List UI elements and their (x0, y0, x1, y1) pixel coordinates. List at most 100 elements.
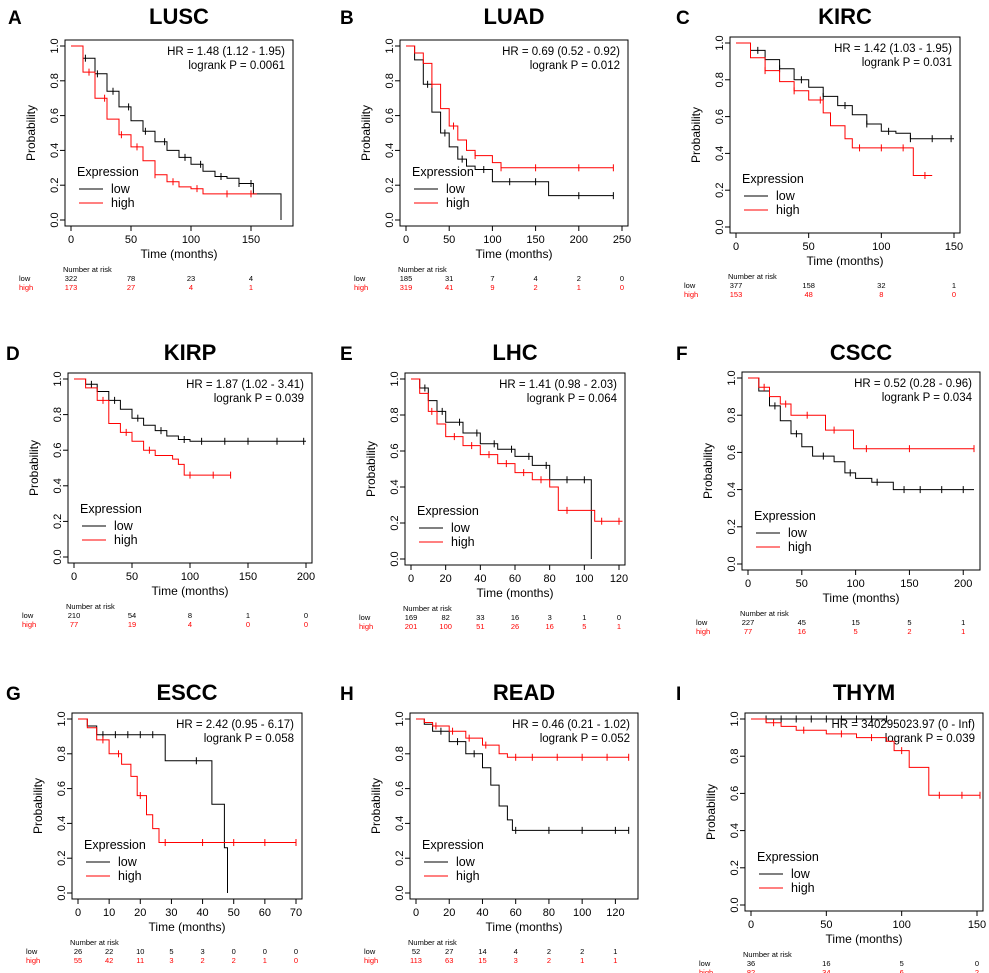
legend-label-low: low (776, 189, 796, 203)
x-tick-label: 60 (509, 573, 521, 585)
risk-count-high: 15 (478, 956, 486, 965)
risk-row-label-low: low (19, 274, 31, 283)
panel-e: E LHC 0.0 0.2 0.4 0.6 0.8 1.0 Probability 0 20 40 60… (340, 340, 628, 631)
y-tick-label: 0.2 (726, 519, 738, 534)
legend-label-low: low (451, 521, 471, 535)
survival-curve-high (78, 718, 296, 843)
risk-count-high: 34 (822, 968, 830, 973)
hazard-ratio-text: HR = 0.69 (0.52 - 0.92) (502, 46, 620, 58)
panel-a: A LUSC 0.0 0.2 0.4 0.6 0.8 1.0 Probability 0 50 100… (8, 4, 294, 292)
y-tick-label: 1.0 (49, 38, 61, 53)
survival-curve-low (78, 718, 228, 893)
y-tick-label: 0.8 (389, 407, 401, 422)
y-tick-label: 0.8 (52, 407, 64, 422)
x-axis-label: Time (months) (807, 254, 884, 268)
x-tick-label: 100 (182, 234, 200, 246)
hazard-ratio-text: HR = 1.41 (0.98 - 2.03) (499, 379, 617, 391)
x-tick-label: 200 (954, 578, 972, 590)
y-tick-label: 0.0 (384, 212, 396, 227)
y-axis-label: Probability (359, 105, 373, 161)
panel-title: KIRP (164, 340, 217, 365)
hazard-ratio-text: HR = 2.42 (0.95 - 6.17) (176, 719, 294, 731)
legend-title: Expression (412, 165, 474, 179)
risk-count-low: 3 (548, 613, 552, 622)
y-tick-label: 0.4 (389, 479, 401, 494)
survival-curve-high (74, 378, 231, 476)
y-tick-label: 0.4 (394, 816, 406, 831)
x-tick-label: 0 (75, 907, 81, 919)
x-tick-label: 0 (408, 573, 414, 585)
hazard-ratio-text: HR = 1.87 (1.02 - 3.41) (186, 379, 304, 391)
x-tick-label: 50 (125, 234, 137, 246)
y-tick-label: 0.6 (52, 443, 64, 458)
risk-count-high: 2 (907, 627, 911, 636)
risk-count-low: 5 (907, 618, 911, 627)
panel-title: LUSC (149, 4, 209, 29)
risk-count-high: 82 (747, 968, 755, 973)
risk-count-high: 153 (730, 290, 743, 299)
y-tick-label: 0.2 (384, 178, 396, 193)
y-tick-label: 1.0 (726, 370, 738, 385)
panel-letter: F (676, 344, 688, 365)
risk-count-high: 0 (952, 290, 956, 299)
risk-count-low: 0 (263, 947, 267, 956)
risk-count-low: 54 (128, 611, 136, 620)
x-tick-label: 150 (945, 241, 963, 253)
risk-count-high: 1 (263, 956, 267, 965)
x-tick-label: 0 (403, 234, 409, 246)
risk-table-title: Number at risk (743, 950, 792, 959)
y-tick-label: 1.0 (714, 35, 726, 50)
risk-count-low: 2 (547, 947, 551, 956)
panel-title: CSCC (830, 340, 892, 365)
risk-count-low: 0 (617, 613, 621, 622)
logrank-p-text: logrank P = 0.052 (540, 733, 630, 745)
survival-curve-high (416, 718, 629, 758)
y-axis-label: Probability (701, 443, 715, 499)
risk-count-low: 23 (187, 274, 195, 283)
y-tick-label: 0.6 (49, 108, 61, 123)
risk-row-label-high: high (354, 283, 368, 292)
risk-count-low: 15 (851, 618, 859, 627)
y-tick-label: 0.4 (726, 482, 738, 497)
legend-title: Expression (84, 838, 146, 852)
risk-count-high: 6 (900, 968, 904, 973)
risk-row-label-low: low (699, 959, 711, 968)
plot-frame (741, 371, 981, 571)
risk-row-label-high: high (699, 968, 713, 973)
risk-count-high: 9 (490, 283, 494, 292)
risk-count-high: 0 (304, 620, 308, 629)
risk-table-title: Number at risk (70, 938, 119, 947)
risk-table-title: Number at risk (728, 272, 777, 281)
survival-curve-low (748, 377, 974, 491)
logrank-p-text: logrank P = 0.034 (882, 392, 973, 404)
risk-count-low: 4 (249, 274, 253, 283)
survival-curve-high (411, 378, 623, 522)
panel-letter: D (6, 344, 20, 365)
risk-count-high: 1 (613, 956, 617, 965)
x-tick-label: 0 (745, 578, 751, 590)
plot-frame (744, 712, 984, 912)
risk-count-high: 2 (547, 956, 551, 965)
survival-curve-high (736, 42, 933, 176)
y-tick-label: 0.6 (729, 786, 741, 801)
legend-title: Expression (77, 165, 139, 179)
x-axis-label: Time (months) (486, 920, 563, 934)
x-tick-label: 80 (544, 573, 556, 585)
survival-curve-high (751, 718, 980, 796)
risk-count-high: 19 (128, 620, 136, 629)
risk-row-label-low: low (22, 611, 34, 620)
risk-count-low: 1 (961, 618, 965, 627)
risk-count-low: 82 (441, 613, 449, 622)
x-tick-label: 20 (134, 907, 146, 919)
risk-count-low: 2 (580, 947, 584, 956)
risk-count-low: 22 (105, 947, 113, 956)
risk-count-high: 0 (294, 956, 298, 965)
risk-table-title: Number at risk (408, 938, 457, 947)
x-axis-label: Time (months) (141, 247, 218, 261)
legend-label-high: high (788, 540, 812, 554)
y-axis-label: Probability (27, 440, 41, 496)
y-tick-label: 0.4 (714, 146, 726, 161)
panel-h: H READ 0.0 0.2 0.4 0.6 0.8 1.0 Probability 0 20 40 6… (340, 680, 639, 965)
